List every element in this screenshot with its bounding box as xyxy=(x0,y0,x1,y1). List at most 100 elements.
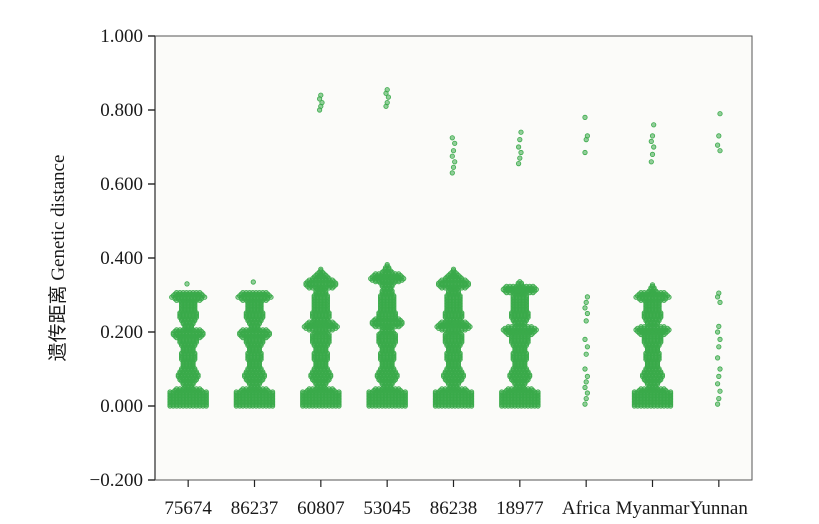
outlier-point xyxy=(449,153,455,159)
outlier-point xyxy=(450,164,457,170)
data-point xyxy=(336,389,342,395)
outlier-point xyxy=(517,137,523,143)
y-tick-label: 0.400 xyxy=(100,248,143,269)
outlier-point xyxy=(583,351,589,357)
outlier-point xyxy=(450,148,457,154)
data-point xyxy=(269,389,276,395)
outlier-point xyxy=(452,140,458,146)
x-tick-label: 53045 xyxy=(363,498,411,519)
outlier-point xyxy=(452,159,458,165)
outlier-point xyxy=(582,305,588,311)
outlier-point xyxy=(518,149,524,156)
series-Africa xyxy=(582,114,591,407)
outlier-point xyxy=(582,384,588,391)
outlier-point xyxy=(716,323,722,329)
outlier-point xyxy=(250,279,256,285)
outlier-point xyxy=(716,133,722,139)
outlier-point xyxy=(716,290,722,296)
outlier-point xyxy=(716,373,722,379)
outlier-point xyxy=(717,366,723,372)
data-point xyxy=(318,266,324,272)
data-point xyxy=(197,386,203,392)
y-axis-ticks: 1.000 0.800 0.600 0.400 0.200 0.000 −0.200 xyxy=(90,26,155,491)
outlier-point xyxy=(714,401,721,407)
outlier-point xyxy=(651,144,657,150)
outlier-point xyxy=(184,281,190,287)
data-point xyxy=(329,386,335,392)
data-point xyxy=(528,386,535,392)
series-86237 xyxy=(233,279,276,409)
data-point xyxy=(649,282,656,288)
outlier-point xyxy=(384,100,390,106)
outlier-point xyxy=(583,379,589,385)
x-tick-label: 18977 xyxy=(496,498,544,519)
outlier-point xyxy=(449,135,455,141)
outlier-point xyxy=(384,87,390,93)
series-75674 xyxy=(167,281,209,409)
y-tick-label: 0.200 xyxy=(100,322,143,343)
outlier-point xyxy=(583,318,589,324)
outlier-point xyxy=(649,151,656,157)
outlier-point xyxy=(582,149,588,156)
outlier-point xyxy=(518,129,524,135)
data-point xyxy=(462,319,468,325)
outlier-point xyxy=(582,114,588,121)
x-tick-label: Yunnan xyxy=(690,498,749,519)
x-tick-label: 75674 xyxy=(164,498,212,519)
data-points xyxy=(167,87,723,409)
outlier-point xyxy=(717,299,723,305)
data-point xyxy=(263,386,269,392)
outlier-point xyxy=(584,133,591,139)
outlier-point xyxy=(385,94,391,100)
data-point xyxy=(197,289,203,296)
data-point xyxy=(396,386,402,392)
x-tick-label: 86238 xyxy=(430,498,478,519)
data-point xyxy=(402,389,408,395)
outlier-point xyxy=(584,310,591,317)
outlier-point xyxy=(717,111,723,117)
data-point xyxy=(450,266,457,272)
series-53045 xyxy=(366,87,408,409)
data-point xyxy=(661,386,667,392)
series-Yunnan xyxy=(714,111,723,407)
outlier-point xyxy=(717,388,723,394)
data-point xyxy=(462,386,468,392)
outlier-point xyxy=(584,373,591,379)
outlier-point xyxy=(515,144,522,150)
x-axis-ticks: 75674 86237 60807 53045 86238 18977 Africa Myan… xyxy=(164,480,748,519)
data-point xyxy=(528,324,535,330)
data-point xyxy=(530,283,536,289)
outlier-point xyxy=(717,336,723,342)
outlier-point xyxy=(582,366,588,372)
plot-area xyxy=(155,36,752,480)
outlier-point xyxy=(583,395,589,402)
data-point xyxy=(197,327,203,333)
outlier-point xyxy=(714,381,721,387)
outlier-point xyxy=(318,92,324,98)
series-60807 xyxy=(300,92,342,409)
outlier-point xyxy=(449,170,455,176)
y-axis-title: 遗传距离 Genetic distance xyxy=(47,155,69,362)
data-point xyxy=(263,327,269,333)
outlier-point xyxy=(515,161,522,167)
y-tick-label: 0.600 xyxy=(100,174,143,195)
outlier-point xyxy=(517,155,523,161)
outlier-point xyxy=(584,294,591,300)
y-tick-label: 1.000 xyxy=(100,26,143,47)
outlier-point xyxy=(648,138,654,144)
x-tick-label: 60807 xyxy=(297,498,345,519)
series-18977 xyxy=(499,129,541,409)
series-Myanmar xyxy=(631,122,674,409)
outlier-point xyxy=(583,299,589,305)
outlier-point xyxy=(717,148,723,154)
x-tick-label: 86237 xyxy=(231,498,279,519)
data-point xyxy=(263,289,269,296)
outlier-point xyxy=(714,329,721,335)
data-point xyxy=(396,271,402,277)
data-point xyxy=(535,389,541,395)
data-point xyxy=(329,319,335,325)
outlier-point xyxy=(714,142,721,148)
outlier-point xyxy=(582,401,588,407)
outlier-point xyxy=(584,390,591,396)
